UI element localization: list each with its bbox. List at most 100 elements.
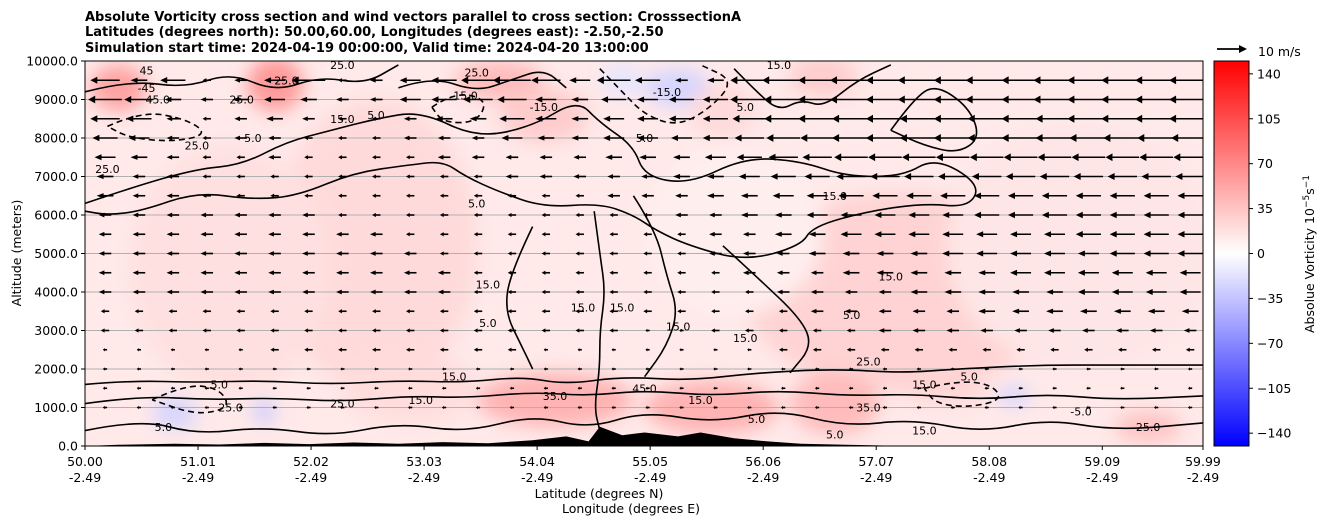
wind-arrow — [1071, 153, 1106, 162]
wind-arrow — [1018, 367, 1023, 371]
wind-arrow-head — [304, 328, 309, 333]
wind-arrow — [493, 76, 531, 85]
wind-arrow — [1086, 386, 1091, 391]
wind-arrow — [1082, 328, 1095, 333]
wind-arrow-head — [166, 212, 173, 218]
wind-arrow — [96, 193, 114, 199]
wind-arrow-head — [679, 328, 682, 333]
wind-arrow-head — [204, 367, 207, 371]
wind-arrow — [814, 386, 820, 391]
wind-arrow — [501, 135, 523, 141]
wind-arrow-head — [236, 328, 241, 333]
contour-label: 15.0 — [610, 301, 635, 314]
wind-arrow — [670, 135, 692, 141]
wind-arrow — [577, 405, 582, 410]
wind-arrow-head — [374, 386, 377, 391]
wind-arrow — [872, 192, 898, 200]
wind-arrow — [431, 96, 457, 103]
wind-arrow — [473, 347, 483, 352]
wind-arrow — [637, 135, 659, 141]
wind-arrow — [306, 367, 311, 371]
wind-arrow-head — [509, 405, 512, 410]
wind-arrow — [673, 173, 690, 180]
wind-arrow-head — [431, 76, 439, 84]
wind-arrow-head — [778, 309, 783, 314]
wind-arrow — [98, 231, 112, 237]
colorbar-tick-label: 105 — [1257, 111, 1281, 126]
wind-arrow — [507, 347, 517, 352]
wind-arrow — [291, 76, 326, 85]
wind-arrow — [374, 405, 379, 410]
colorbar-tick-label: −140 — [1257, 426, 1291, 441]
wind-arrow — [543, 405, 548, 410]
wind-arrow-head — [1183, 328, 1190, 333]
wind-arrow-head — [706, 77, 714, 83]
wind-arrow-head — [742, 251, 749, 256]
wind-arrow — [369, 77, 383, 83]
colorbar-label: Absolue Vorticity 10−5s−1 — [1302, 175, 1317, 333]
wind-arrow-head — [403, 116, 410, 122]
wind-arrow — [1111, 289, 1133, 295]
contour-line-negative — [923, 381, 1000, 408]
wind-arrow — [641, 174, 654, 179]
wind-arrow — [431, 76, 457, 84]
wind-arrow — [270, 309, 279, 314]
wind-arrow-head — [1101, 76, 1109, 85]
wind-arrow — [403, 270, 417, 276]
wind-arrow — [541, 289, 551, 295]
wind-arrow — [268, 289, 281, 295]
wind-arrow — [405, 328, 415, 333]
wind-arrow — [738, 173, 760, 180]
wind-arrow-head — [984, 386, 987, 391]
wind-arrow — [910, 270, 928, 276]
wind-arrow — [643, 289, 652, 295]
wind-arrow — [166, 289, 180, 295]
x-tick-label-lat: 50.00 — [67, 454, 103, 469]
wind-arrow — [808, 250, 826, 257]
wind-arrow — [634, 76, 661, 84]
wind-arrow-head — [1187, 405, 1190, 410]
wind-arrow-head — [740, 193, 748, 199]
wind-arrow-head — [372, 347, 376, 352]
y-tick-label: 10000.0 — [26, 54, 78, 69]
wind-arrow-head — [132, 289, 139, 295]
wind-arrow-head — [166, 251, 173, 256]
wind-arrow — [405, 232, 415, 237]
wind-arrow — [848, 367, 854, 371]
wind-arrow — [870, 172, 900, 181]
wind-arrow — [1073, 172, 1104, 181]
wind-arrow-head — [1177, 250, 1185, 257]
wind-arrow-head — [933, 76, 941, 85]
wind-arrow — [596, 76, 631, 85]
wind-arrow — [1005, 172, 1036, 181]
wind-arrow — [575, 251, 584, 256]
wind-arrow — [806, 212, 828, 218]
wind-arrow-head — [1001, 134, 1009, 142]
wind-arrow-head — [1109, 211, 1117, 219]
wind-arrow — [1141, 172, 1171, 181]
wind-arrow-head — [709, 231, 715, 237]
wind-arrow-head — [609, 309, 614, 314]
wind-arrow — [1179, 269, 1201, 276]
wind-arrow-head — [1001, 114, 1009, 123]
wind-arrow — [98, 270, 112, 276]
wind-arrow-head — [471, 154, 478, 160]
wind-arrow-head — [132, 270, 139, 276]
wind-arrow — [543, 367, 548, 371]
wind-arrow-head — [405, 212, 410, 218]
wind-arrow-head — [439, 347, 444, 352]
wind-arrow-head — [463, 95, 471, 104]
wind-arrow — [702, 134, 728, 142]
wind-arrow — [1035, 134, 1074, 142]
wind-arrow — [302, 289, 315, 295]
wind-arrow — [338, 78, 347, 83]
wind-arrow-head — [1033, 76, 1041, 85]
colorbar-ticks: 140 105 70 35 0 −35 −70 −105 −140 — [1249, 66, 1291, 441]
wind-arrow — [848, 386, 854, 391]
contour-label: 5.0 — [843, 309, 861, 322]
wind-arrow — [408, 367, 413, 371]
wind-arrow-head — [910, 250, 918, 257]
contour-label: 45.0 — [632, 382, 657, 395]
wind-arrow — [202, 78, 211, 83]
wind-arrow — [441, 405, 447, 410]
